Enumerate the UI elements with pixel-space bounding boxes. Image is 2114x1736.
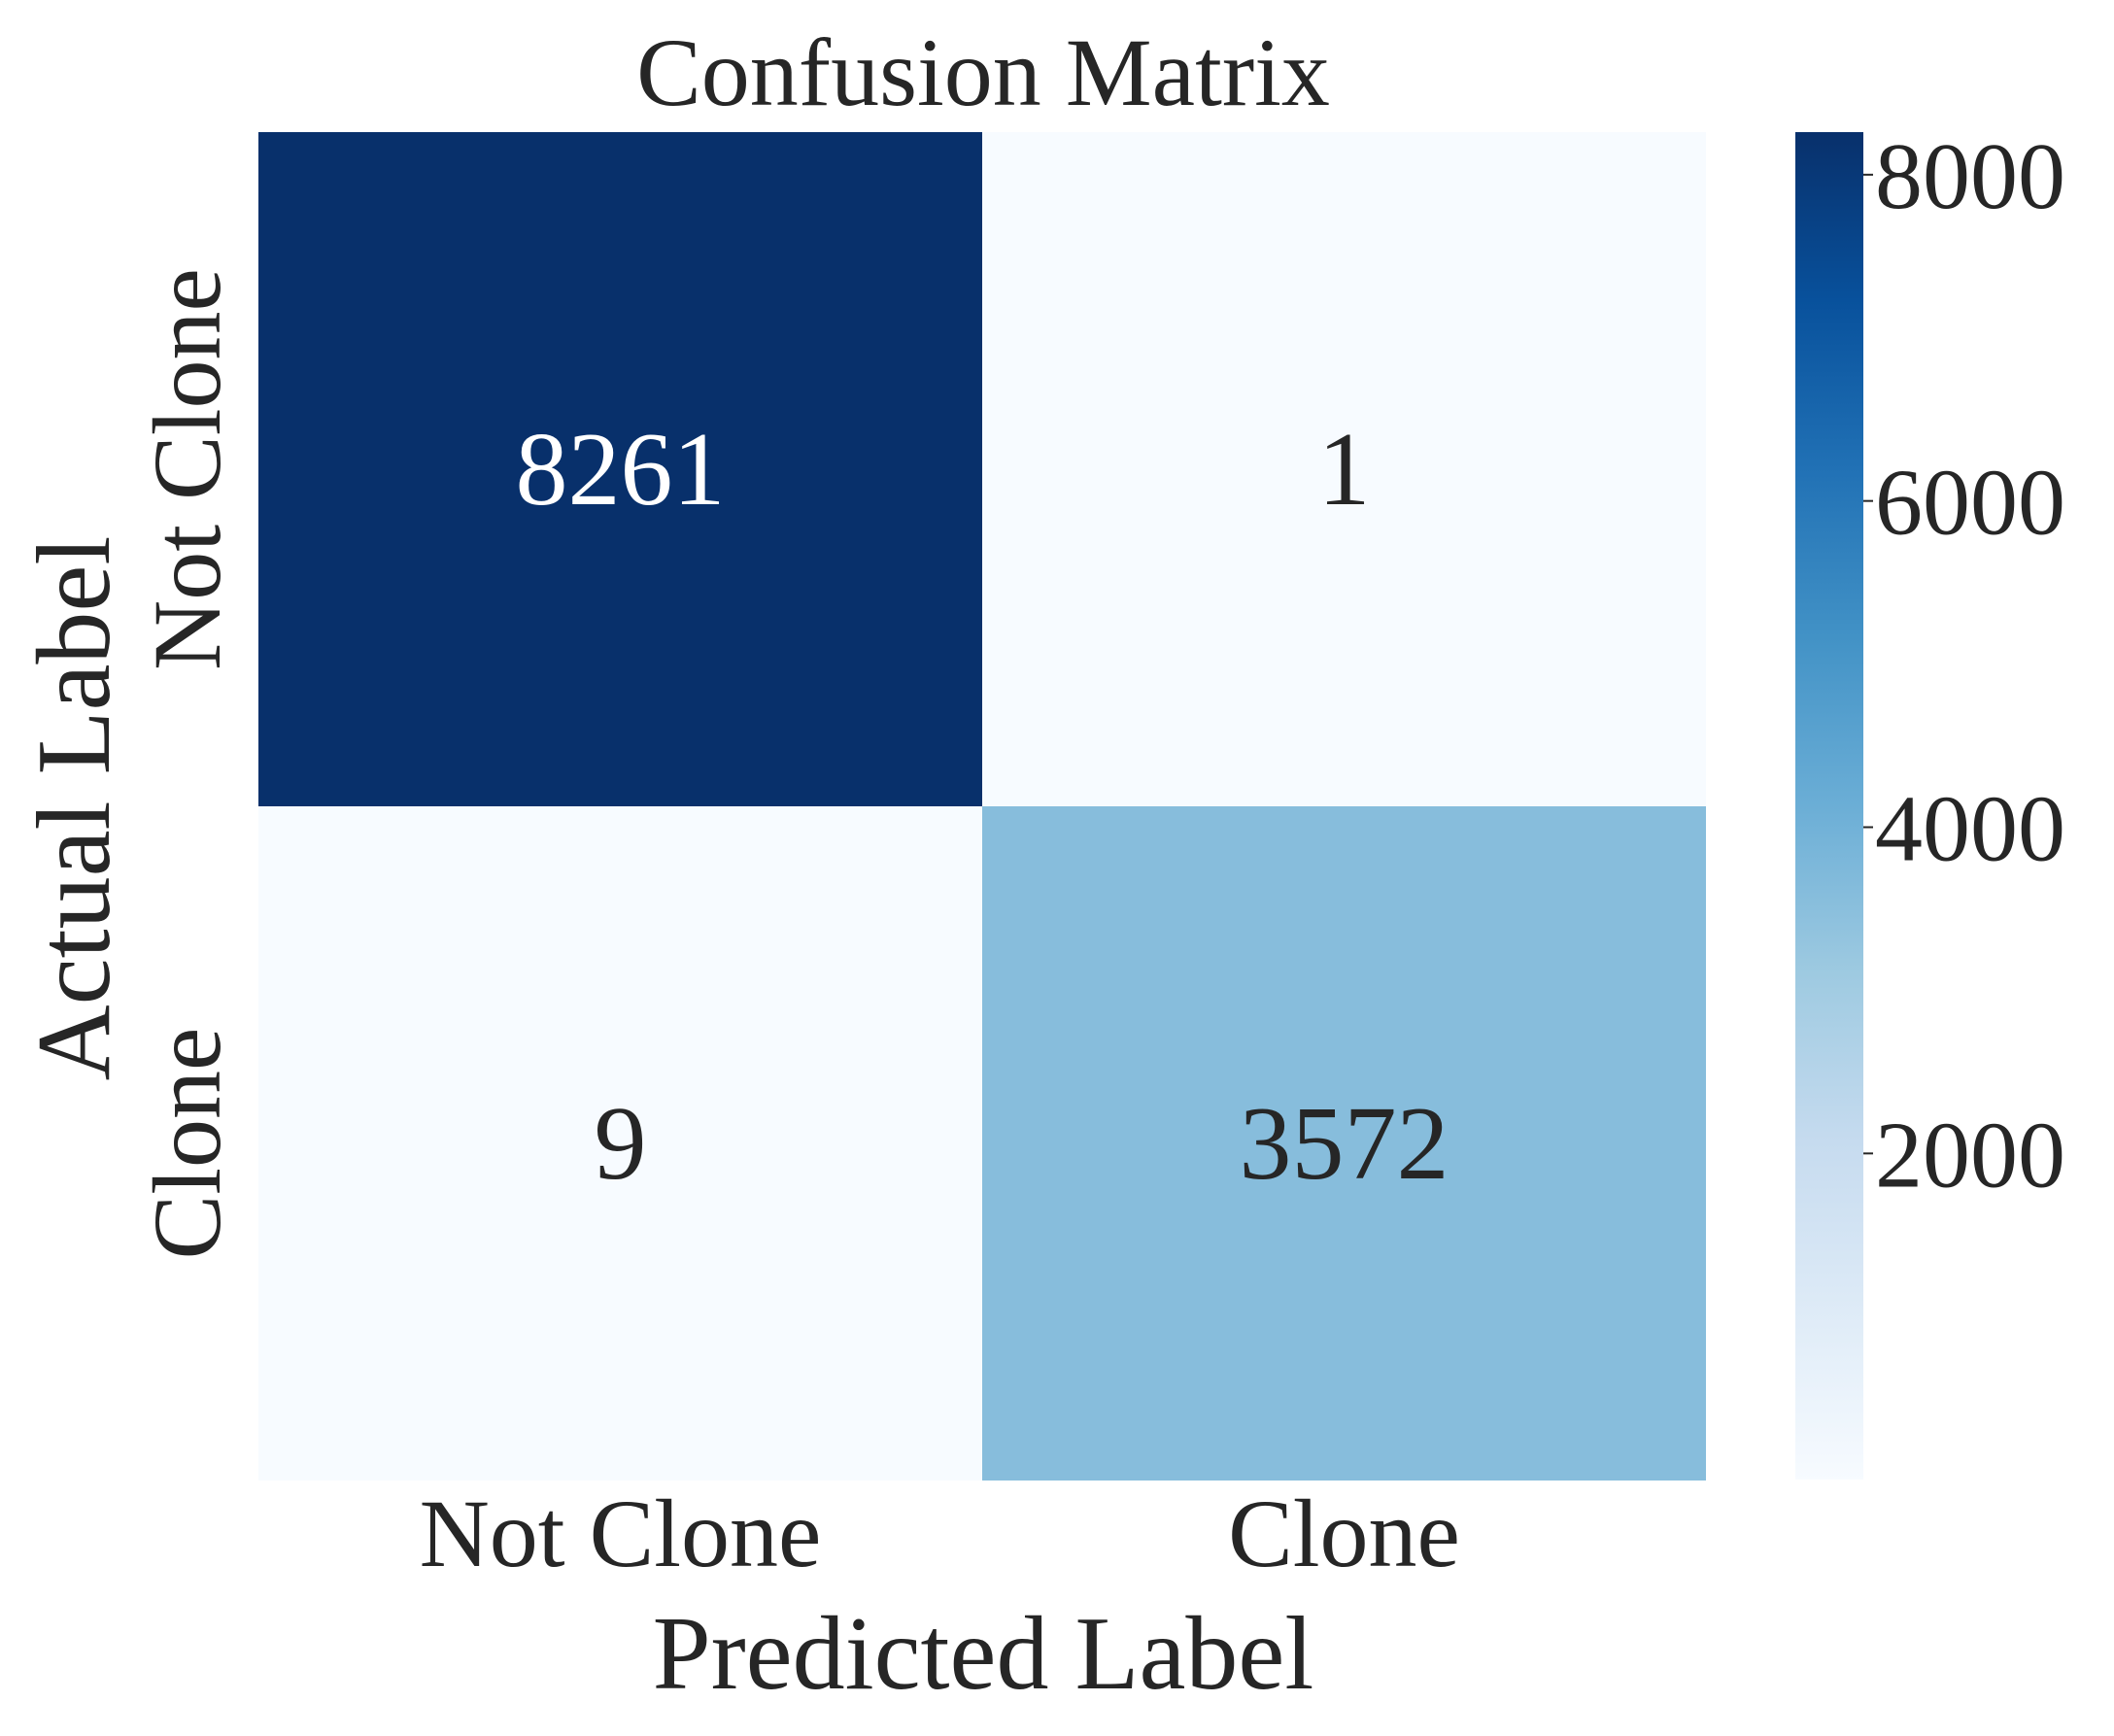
heatmap-cell-r1-c1 [982,806,1706,1481]
heatmap-cells [258,132,1706,1481]
cell-value-r1-c0: 9 [595,1086,647,1202]
y-tick-label-1: Clone [133,1028,241,1260]
heatmap-cell-r1-c0 [258,806,982,1481]
x-tick-label-0: Not Clone [420,1480,822,1587]
colorbar-tick-label-3: 8000 [1875,124,2065,229]
y-tick-label-0: Not Clone [133,268,241,670]
cell-value-labels: 8261 1 9 3572 [516,412,1449,1202]
colorbar-tick-labels: 2000 4000 6000 8000 [1863,124,2065,1208]
cell-value-r1-c1: 3572 [1240,1086,1449,1202]
colorbar [1795,132,1863,1480]
colorbar-tick-label-1: 4000 [1875,776,2065,881]
heatmap-cell-r0-c0 [258,132,982,806]
x-tick-label-1: Clone [1228,1480,1460,1587]
colorbar-tick-label-0: 2000 [1875,1103,2065,1208]
x-axis-label: Predicted Label [653,1596,1314,1712]
heatmap-cell-r0-c1 [982,132,1706,806]
y-tick-labels: Not Clone Clone [133,268,241,1259]
colorbar-tick-label-2: 6000 [1875,451,2065,556]
x-tick-labels: Not Clone Clone [420,1480,1460,1587]
cell-value-r0-c0: 8261 [516,412,726,528]
chart-title: Confusion Matrix [636,18,1330,126]
cell-value-r0-c1: 1 [1318,412,1371,528]
y-axis-label: Actual Label [17,536,132,1081]
